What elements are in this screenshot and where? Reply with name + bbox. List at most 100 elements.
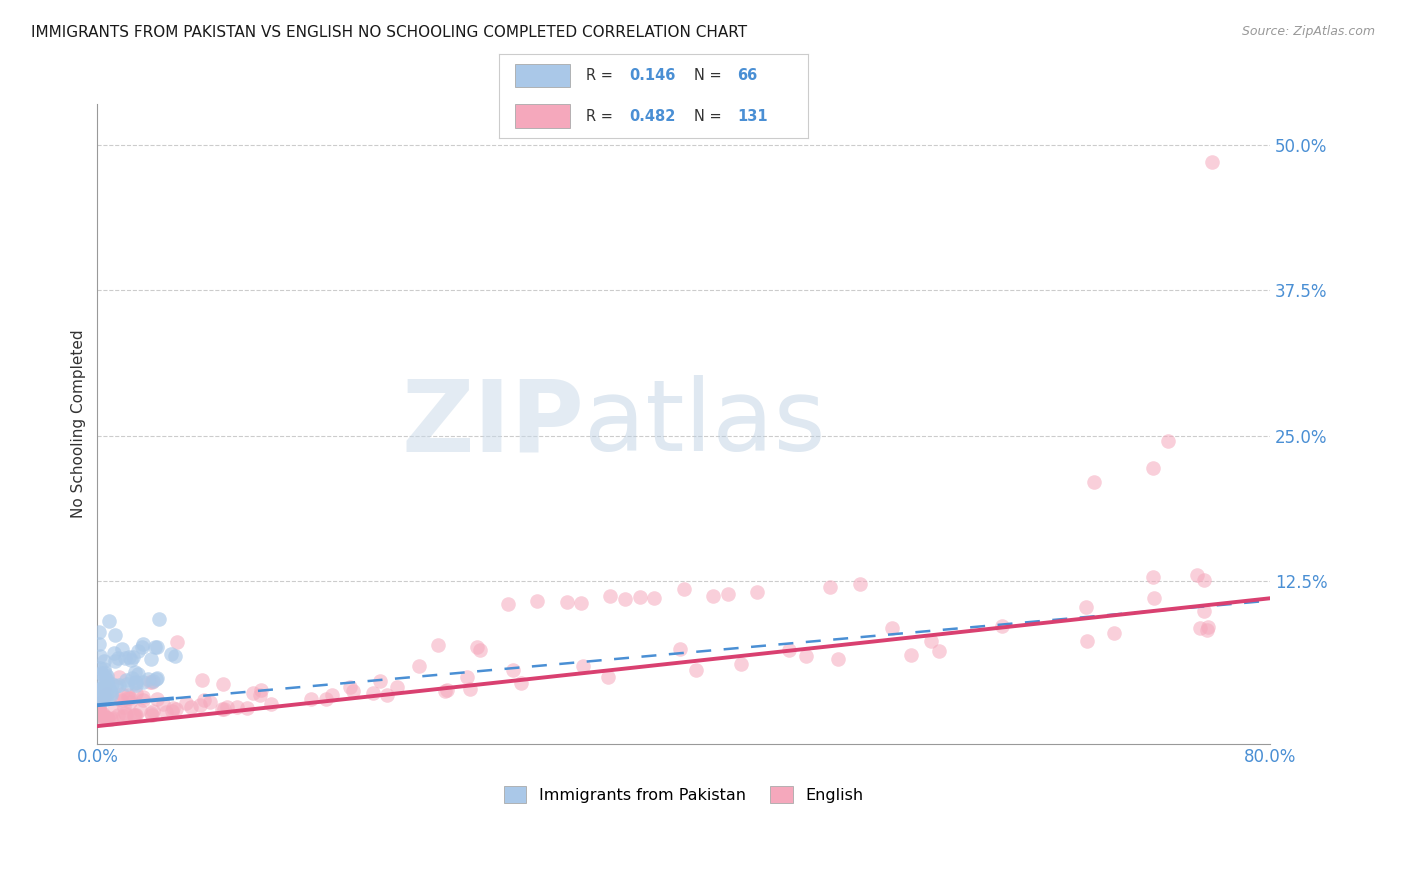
- Point: [131, 640, 153, 654]
- Point: [848, 577, 870, 591]
- Point: [91, 706, 114, 721]
- Point: [94, 685, 117, 699]
- Point: [94, 675, 117, 690]
- Point: [103, 646, 125, 660]
- Point: [458, 681, 481, 696]
- Point: [162, 701, 184, 715]
- Point: [93, 689, 115, 703]
- Point: [127, 666, 149, 681]
- Point: [1076, 633, 1098, 648]
- Point: [745, 585, 768, 599]
- Point: [141, 652, 163, 666]
- Point: [96, 687, 118, 701]
- Point: [385, 681, 408, 695]
- Point: [110, 693, 132, 707]
- Point: [456, 670, 478, 684]
- Point: [120, 691, 142, 706]
- Point: [141, 706, 163, 721]
- Point: [166, 635, 188, 649]
- Point: [89, 661, 111, 675]
- Point: [250, 682, 273, 697]
- Point: [87, 699, 110, 714]
- Point: [215, 700, 238, 714]
- Point: [91, 710, 114, 724]
- Point: [342, 684, 364, 698]
- Point: [900, 648, 922, 662]
- Point: [242, 685, 264, 699]
- Point: [191, 673, 214, 687]
- Point: [702, 589, 724, 603]
- Point: [315, 691, 337, 706]
- Point: [91, 692, 114, 706]
- Text: 131: 131: [737, 109, 768, 124]
- Point: [212, 702, 235, 716]
- Point: [198, 695, 221, 709]
- Point: [122, 707, 145, 722]
- Point: [193, 693, 215, 707]
- Point: [97, 679, 120, 693]
- Point: [107, 650, 129, 665]
- Text: R =: R =: [586, 109, 613, 124]
- Legend: Immigrants from Pakistan, English: Immigrants from Pakistan, English: [498, 780, 870, 809]
- Point: [111, 709, 134, 723]
- Point: [124, 678, 146, 692]
- Point: [108, 691, 131, 706]
- Point: [114, 707, 136, 722]
- Point: [249, 688, 271, 702]
- Point: [643, 591, 665, 606]
- Point: [882, 621, 904, 635]
- Point: [1083, 475, 1105, 489]
- Point: [87, 702, 110, 716]
- Text: ZIP: ZIP: [401, 376, 583, 473]
- Point: [496, 597, 519, 611]
- Point: [90, 667, 112, 681]
- Point: [122, 709, 145, 723]
- Point: [145, 692, 167, 706]
- Point: [87, 696, 110, 710]
- Point: [148, 612, 170, 626]
- Point: [139, 675, 162, 690]
- Point: [87, 688, 110, 702]
- Point: [117, 677, 139, 691]
- Point: [368, 674, 391, 689]
- Point: [685, 663, 707, 677]
- Point: [436, 683, 458, 698]
- Point: [118, 650, 141, 665]
- Point: [672, 582, 695, 596]
- Point: [94, 691, 117, 706]
- Point: [94, 710, 117, 724]
- Point: [299, 692, 322, 706]
- Point: [146, 671, 169, 685]
- Point: [96, 673, 118, 687]
- Point: [93, 654, 115, 668]
- Point: [465, 640, 488, 654]
- Point: [509, 676, 531, 690]
- Point: [87, 680, 110, 694]
- FancyBboxPatch shape: [515, 104, 571, 128]
- Point: [468, 642, 491, 657]
- Point: [94, 666, 117, 681]
- Point: [101, 676, 124, 690]
- Point: [103, 654, 125, 668]
- Point: [145, 640, 167, 655]
- Point: [87, 702, 110, 716]
- Point: [572, 658, 595, 673]
- Point: [433, 684, 456, 698]
- Point: [132, 674, 155, 689]
- Point: [375, 688, 398, 702]
- Point: [361, 686, 384, 700]
- Point: [98, 684, 121, 698]
- Point: [339, 680, 361, 694]
- Point: [408, 659, 430, 673]
- Point: [124, 675, 146, 690]
- Point: [628, 590, 651, 604]
- Point: [160, 647, 183, 661]
- Point: [111, 687, 134, 701]
- Point: [211, 702, 233, 716]
- Point: [730, 657, 752, 672]
- Point: [599, 589, 621, 603]
- Point: [928, 644, 950, 658]
- Point: [991, 619, 1014, 633]
- Point: [142, 673, 165, 688]
- Text: R =: R =: [586, 68, 613, 83]
